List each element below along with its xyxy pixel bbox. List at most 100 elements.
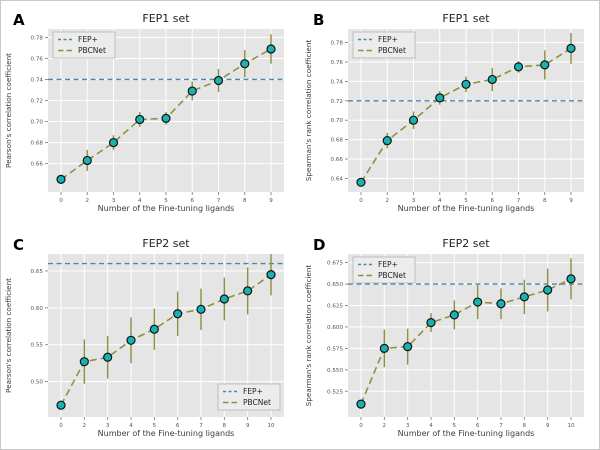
x-tick-label: 2 (85, 198, 89, 204)
x-axis-label: Number of the Fine-tuning ligands (398, 429, 535, 438)
y-tick-label: 0.78 (331, 41, 344, 47)
x-tick-label: 3 (112, 198, 116, 204)
x-tick-label: 5 (164, 198, 168, 204)
data-point-marker (519, 292, 529, 302)
legend-box (352, 256, 416, 284)
y-tick-label: 0.70 (31, 120, 44, 126)
y-tick-label: 0.66 (331, 157, 344, 163)
chart-title: FEP1 set (442, 12, 490, 25)
data-point-marker (56, 400, 66, 410)
panel-label: C (13, 236, 24, 254)
legend: FEP+ PBCNet (352, 31, 416, 59)
y-tick-label: 0.68 (31, 141, 44, 147)
x-axis-label: Number of the Fine-tuning ligands (98, 429, 235, 438)
chart-title: FEP2 set (442, 237, 490, 250)
x-tick-label: 8 (543, 198, 547, 204)
data-point-marker (461, 79, 471, 89)
legend-box (52, 31, 116, 59)
x-tick-label: 3 (412, 198, 416, 204)
chart-title: FEP1 set (142, 12, 190, 25)
x-tick-label: 9 (246, 423, 250, 429)
y-tick-label: 0.72 (31, 99, 43, 105)
legend-item-fep-label: FEP+ (243, 387, 263, 396)
legend-item-pbcnet-label: PBCNet (378, 46, 406, 55)
panel-d-chart: 0.525 0.550 0.575 0.600 0.625 0.650 0.675 0 2 3 4 5… (304, 236, 584, 438)
data-point-marker (435, 93, 445, 103)
x-tick-label: 2 (383, 423, 387, 429)
y-tick-label: 0.64 (331, 176, 344, 182)
y-tick-label: 0.78 (31, 35, 44, 41)
x-tick-label: 10 (267, 423, 275, 429)
legend: FEP+ PBCNet (217, 383, 281, 411)
legend-item-fep-label: FEP+ (378, 35, 398, 44)
y-axis-label: Pearson's correlation coefficient (4, 53, 13, 168)
y-tick-label: 0.76 (31, 56, 44, 62)
data-point-marker (149, 324, 159, 334)
pbcnet-line (60, 274, 272, 406)
x-tick-label: 9 (269, 198, 273, 204)
x-tick-label: 0 (59, 423, 63, 429)
legend-item-pbcnet-label: PBCNet (378, 271, 406, 280)
legend-item-fep-label: FEP+ (378, 260, 398, 269)
data-point-marker (56, 174, 66, 184)
x-tick-label: 6 (190, 198, 194, 204)
y-tick-label: 0.72 (331, 99, 343, 105)
data-point-marker (266, 270, 276, 280)
x-tick-label: 4 (129, 423, 133, 429)
legend: FEP+ PBCNet (352, 256, 416, 284)
data-point-marker (382, 135, 392, 146)
x-tick-label: 5 (153, 423, 157, 429)
y-tick-label: 0.55 (31, 343, 44, 349)
panel-a: 0.66 0.68 0.70 0.72 0.74 0.76 0.78 0 2 3 4 5 6 7 8 9 FEP… (0, 0, 300, 225)
y-tick-label: 0.50 (31, 380, 44, 386)
x-tick-label: 7 (499, 423, 503, 429)
x-tick-label: 4 (429, 423, 433, 429)
panel-c-chart: 0.50 0.55 0.60 0.65 0 2 3 4 5 6 7 8 9 10 FEP2 set Numbe… (4, 236, 284, 438)
x-tick-label: 2 (385, 198, 389, 204)
y-tick-label: 0.60 (31, 306, 44, 312)
data-point-marker (126, 335, 136, 345)
legend-box (352, 31, 416, 59)
y-tick-label: 0.74 (31, 77, 44, 83)
x-tick-label: 5 (464, 198, 468, 204)
y-tick-label: 0.68 (331, 138, 344, 144)
x-tick-label: 10 (567, 423, 575, 429)
y-tick-label: 0.600 (327, 325, 343, 331)
y-tick-label: 0.76 (331, 60, 344, 66)
x-tick-label: 8 (243, 198, 247, 204)
x-tick-label: 7 (517, 198, 521, 204)
y-tick-label: 0.650 (327, 282, 343, 288)
data-point-marker (473, 297, 483, 307)
data-point-marker (266, 44, 276, 54)
data-point-marker (543, 285, 553, 295)
x-tick-label: 7 (217, 198, 221, 204)
data-point-marker (82, 155, 92, 166)
y-tick-label: 0.675 (327, 261, 343, 267)
y-tick-label: 0.65 (31, 269, 44, 275)
data-point-marker (426, 318, 436, 328)
panel-label: B (313, 11, 324, 29)
x-tick-label: 6 (176, 423, 180, 429)
y-tick-label: 0.525 (327, 389, 343, 395)
panel-b-chart: 0.64 0.66 0.68 0.70 0.72 0.74 0.76 0.78 0 2 3 4 5 6 7 8… (304, 11, 584, 213)
y-tick-label: 0.550 (327, 368, 343, 374)
panel-label: D (313, 236, 325, 254)
y-axis-label: Spearman's rank correlation coefficient (304, 265, 313, 407)
data-point-marker (566, 274, 576, 284)
data-point-marker (187, 86, 197, 96)
panel-a-chart: 0.66 0.68 0.70 0.72 0.74 0.76 0.78 0 2 3 4 5 6 7 8 9 FEP… (4, 11, 284, 213)
data-point-marker (196, 304, 206, 314)
legend: FEP+ PBCNet (52, 31, 116, 59)
data-point-marker (487, 74, 497, 85)
data-point-marker (219, 294, 229, 304)
x-tick-label: 8 (523, 423, 527, 429)
legend-item-pbcnet-label: PBCNet (78, 46, 106, 55)
y-tick-label: 0.66 (31, 162, 44, 168)
y-tick-label: 0.70 (331, 118, 344, 124)
data-point-marker (496, 299, 506, 309)
data-point-marker (356, 399, 366, 409)
y-tick-label: 0.625 (327, 303, 343, 309)
panel-label: A (13, 11, 25, 29)
x-tick-label: 4 (138, 198, 142, 204)
